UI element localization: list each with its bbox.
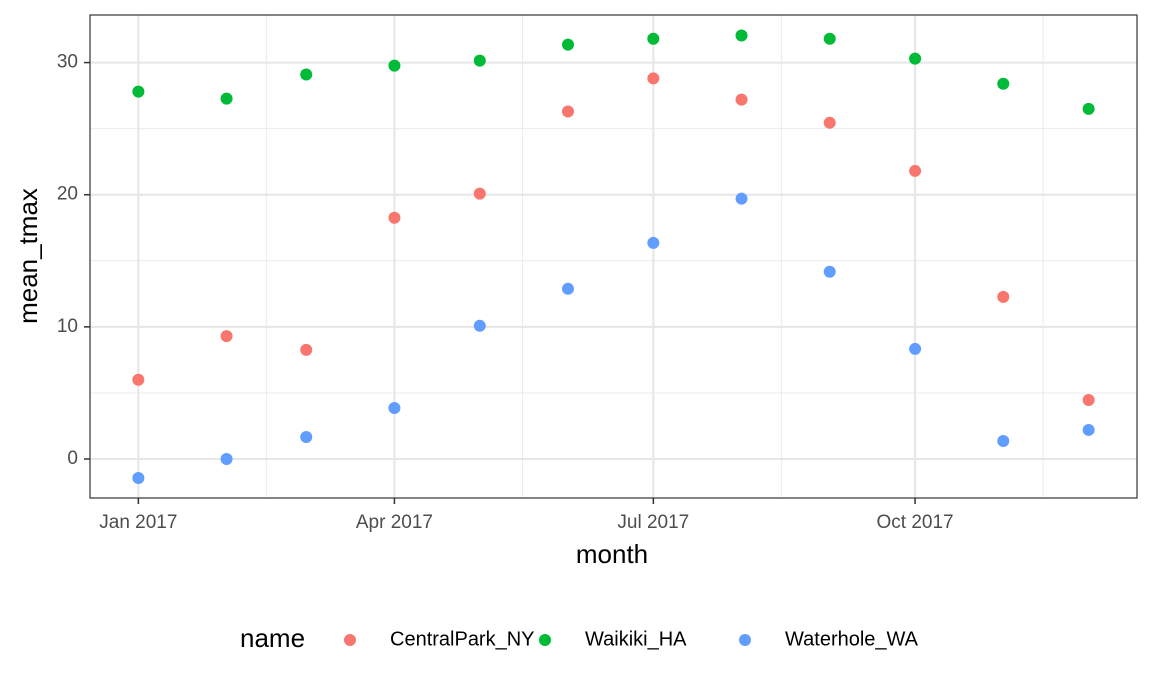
x-axis-title: month xyxy=(576,539,648,569)
legend-label: Waterhole_WA xyxy=(785,628,919,650)
point xyxy=(473,54,486,67)
point xyxy=(997,290,1010,303)
x-tick-label: Apr 2017 xyxy=(356,512,433,533)
point xyxy=(1082,102,1095,115)
point xyxy=(388,211,401,224)
point xyxy=(388,59,401,72)
legend-key xyxy=(739,634,751,646)
point xyxy=(823,116,836,129)
point xyxy=(132,373,145,386)
point xyxy=(561,105,574,118)
point xyxy=(735,29,748,42)
point xyxy=(300,430,313,443)
point xyxy=(132,472,145,485)
x-tick-label: Jan 2017 xyxy=(99,512,177,533)
point xyxy=(647,72,660,85)
legend-title: name xyxy=(240,623,305,653)
point xyxy=(823,32,836,45)
y-tick-label: 0 xyxy=(67,448,78,469)
y-tick-label: 10 xyxy=(57,316,78,337)
plot-background xyxy=(90,15,1137,498)
point xyxy=(388,402,401,415)
point xyxy=(909,342,922,355)
point xyxy=(997,435,1010,448)
point xyxy=(220,330,233,343)
point xyxy=(909,52,922,65)
point xyxy=(561,282,574,295)
point xyxy=(997,77,1010,90)
legend-label: CentralPark_NY xyxy=(390,628,535,650)
point xyxy=(473,187,486,200)
point xyxy=(647,32,660,45)
y-axis-title: mean_tmax xyxy=(13,188,43,324)
x-tick-label: Jul 2017 xyxy=(617,512,689,533)
plot-border xyxy=(89,14,1138,499)
point xyxy=(1082,423,1095,436)
point xyxy=(561,38,574,51)
point xyxy=(220,92,233,105)
y-tick-label: 20 xyxy=(57,184,78,205)
point xyxy=(1082,393,1095,406)
legend-key xyxy=(539,634,551,646)
point xyxy=(473,319,486,332)
point xyxy=(735,93,748,106)
point xyxy=(300,68,313,81)
point xyxy=(909,164,922,177)
point xyxy=(735,192,748,205)
legend-key xyxy=(344,634,356,646)
legend-label: Waikiki_HA xyxy=(585,628,687,650)
point xyxy=(132,85,145,98)
y-tick-label: 30 xyxy=(57,52,78,73)
point xyxy=(823,265,836,278)
point xyxy=(647,236,660,249)
x-tick-label: Oct 2017 xyxy=(877,512,954,533)
point xyxy=(300,343,313,356)
point xyxy=(220,453,233,466)
